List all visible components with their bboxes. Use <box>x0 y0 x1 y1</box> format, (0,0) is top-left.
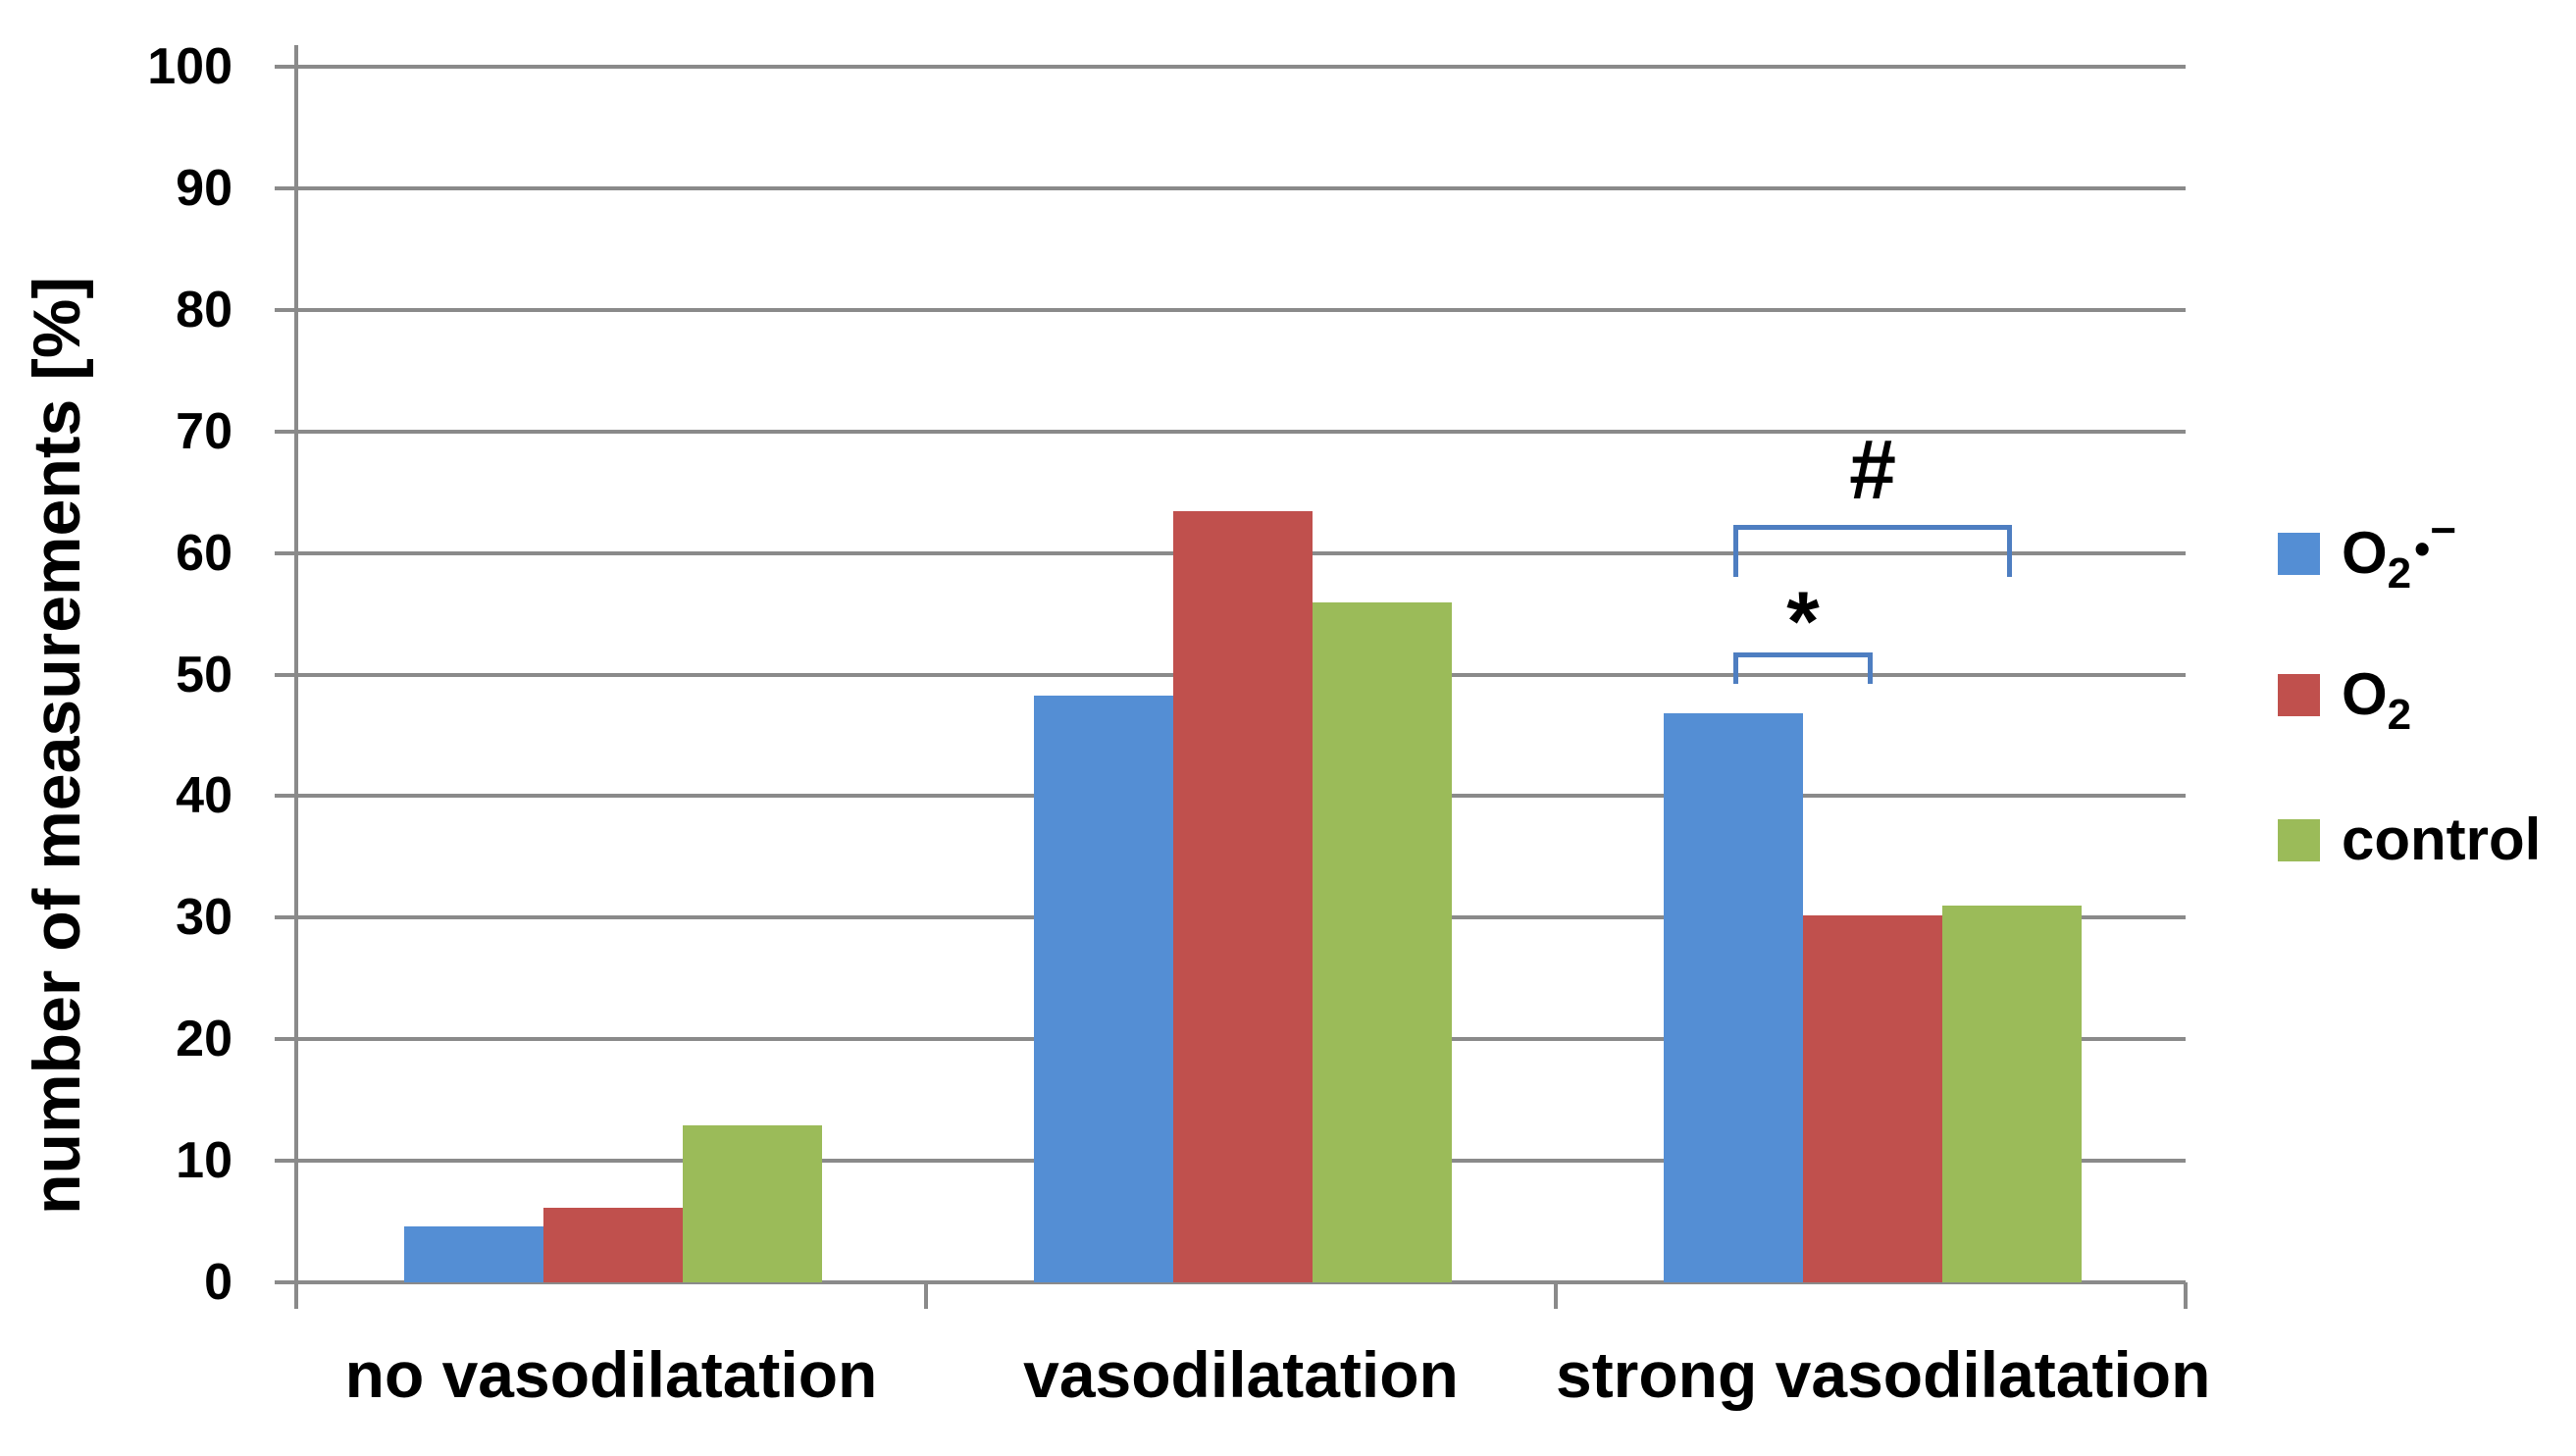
significance-bracket-tick <box>1733 525 1738 578</box>
y-tick-label: 80 <box>176 281 232 338</box>
significance-bracket-tick <box>2007 525 2012 578</box>
significance-symbol: * <box>1786 575 1820 670</box>
bar-control-vasodilatation <box>1313 602 1452 1282</box>
legend-label: O2 <box>2342 661 2412 739</box>
x-category-label: no vasodilatation <box>344 1338 878 1411</box>
y-tick-label: 60 <box>176 524 232 582</box>
bar-control-no vasodilatation <box>683 1125 822 1282</box>
significance-bracket-line <box>1733 525 2012 531</box>
legend-swatch <box>2278 673 2320 716</box>
y-tick-label: 70 <box>176 402 232 460</box>
y-axis-line <box>294 45 298 1309</box>
x-axis-tick <box>2184 1282 2188 1309</box>
legend-swatch <box>2278 532 2320 575</box>
x-category-label: vasodilatation <box>1023 1338 1459 1411</box>
x-axis-tick <box>924 1282 928 1309</box>
bar-control-strong vasodilatation <box>1942 905 2082 1282</box>
legend-swatch <box>2278 818 2320 861</box>
legend-label: O2•− <box>2342 504 2457 598</box>
legend-item-control: control <box>2278 796 2544 884</box>
radical-dot: • <box>2414 523 2431 574</box>
legend-item-superoxide: O2•− <box>2278 504 2457 598</box>
significance-bracket-tick <box>1868 652 1873 685</box>
bar-O2•−-strong vasodilatation <box>1664 713 1803 1282</box>
y-tick-label: 90 <box>176 159 232 217</box>
significance-symbol: # <box>1849 423 1896 518</box>
x-category-label: strong vasodilatation <box>1556 1338 2211 1411</box>
y-tick-label: 10 <box>176 1132 232 1190</box>
bar-O2-strong vasodilatation <box>1803 914 1942 1282</box>
bar-O2•−-vasodilatation <box>1034 695 1173 1282</box>
gridline <box>275 185 2186 190</box>
y-tick-label: 40 <box>176 767 232 825</box>
y-tick-label: 20 <box>176 1011 232 1068</box>
y-tick-label: 0 <box>204 1254 232 1311</box>
significance-bracket-tick <box>1733 652 1738 685</box>
y-tick-label: 30 <box>176 889 232 947</box>
x-axis-tick <box>1554 1282 1558 1309</box>
gridline <box>275 65 2186 69</box>
gridline <box>275 307 2186 312</box>
significance-bracket-line <box>1733 652 1873 658</box>
y-tick-label: 50 <box>176 646 232 703</box>
gridline <box>275 429 2186 434</box>
legend-item-oxygen: O2 <box>2278 650 2414 739</box>
legend-label: control <box>2342 806 2542 872</box>
gridline <box>275 1280 2186 1284</box>
bar-O2-no vasodilatation <box>543 1208 683 1282</box>
bar-O2•−-no vasodilatation <box>404 1226 543 1282</box>
bar-O2-vasodilatation <box>1173 511 1313 1282</box>
y-tick-label: 100 <box>147 38 232 95</box>
